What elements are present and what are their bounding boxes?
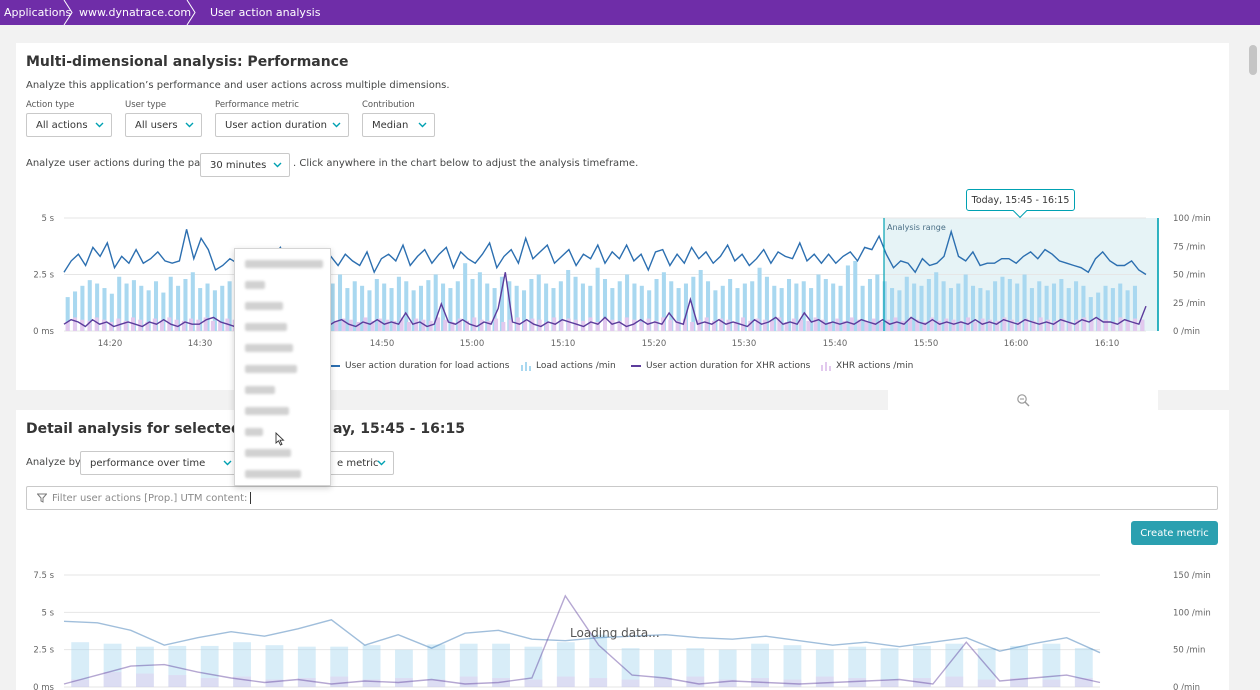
chevron-down-icon <box>95 122 104 128</box>
legend-xhr-actions[interactable]: XHR actions /min <box>821 361 913 371</box>
select-value: Median <box>372 119 409 131</box>
select-value: User action duration <box>225 119 328 131</box>
bar-legend-icon <box>521 361 531 371</box>
create-metric-button[interactable]: Create metric <box>1131 521 1218 545</box>
dropdown-item[interactable] <box>245 428 263 436</box>
select-value: All users <box>135 119 178 131</box>
chevron-down-icon <box>273 162 282 168</box>
detail-title-end: ay, 15:45 - 16:15 <box>333 421 465 437</box>
contribution-label: Contribution <box>362 100 415 110</box>
dropdown-item[interactable] <box>245 407 289 415</box>
dropdown-item[interactable] <box>245 281 265 289</box>
action-type-label: Action type <box>26 100 75 110</box>
dropdown-item[interactable] <box>245 302 283 310</box>
scrollbar-track[interactable] <box>1245 25 1260 690</box>
select-value: 30 minutes <box>210 159 267 171</box>
zoom-tab <box>888 384 1158 410</box>
filter-icon <box>37 493 47 503</box>
line-legend-icon <box>631 365 641 367</box>
contribution-select[interactable]: Median <box>362 113 435 137</box>
dropdown-item[interactable] <box>245 449 291 457</box>
legend-label: User action duration for XHR actions <box>646 361 811 371</box>
chevron-down-icon <box>185 122 194 128</box>
breadcrumb-label: User action analysis <box>210 6 321 19</box>
dropdown-item[interactable] <box>245 365 297 373</box>
filter-user-actions-input[interactable]: Filter user actions [Prop.] UTM content: <box>26 486 1218 510</box>
user-type-label: User type <box>125 100 167 110</box>
select-value: performance over time <box>90 457 206 469</box>
bar-legend-icon <box>821 361 831 371</box>
filter-text: Filter user actions [Prop.] UTM content: <box>52 492 248 504</box>
chevron-right-icon <box>63 0 73 25</box>
zoom-out-icon[interactable] <box>1016 393 1030 407</box>
dropdown-item[interactable] <box>245 323 287 331</box>
performance-metric-select[interactable]: User action duration <box>215 113 349 137</box>
analysis-range-tooltip: Today, 15:45 - 16:15 <box>966 189 1075 211</box>
chevron-down-icon <box>223 460 232 466</box>
breadcrumb-item-applications[interactable]: Applications <box>0 0 73 25</box>
select-value: All actions <box>36 119 88 131</box>
dropdown-item[interactable] <box>245 470 301 478</box>
scrollbar-thumb[interactable] <box>1249 45 1257 75</box>
page-title: Multi-dimensional analysis: Performance <box>26 54 349 70</box>
breadcrumb-item-site[interactable]: www.dynatrace.com <box>73 0 196 25</box>
legend-label: User action duration for load actions <box>345 361 510 371</box>
breadcrumb-label: Applications <box>4 6 72 19</box>
legend-label: Load actions /min <box>536 361 616 371</box>
breadcrumb: Applications www.dynatrace.com User acti… <box>0 0 1260 25</box>
dropdown-item[interactable] <box>245 344 293 352</box>
user-type-select[interactable]: All users <box>125 113 202 137</box>
chevron-right-icon <box>186 0 196 25</box>
legend-load-actions[interactable]: Load actions /min <box>521 361 616 371</box>
timeframe-prefix: Analyze user actions during the past <box>26 158 210 169</box>
detail-title-start: Detail analysis for selected ti <box>26 421 258 437</box>
legend-label: XHR actions /min <box>836 361 914 371</box>
timeframe-suffix: . Click anywhere in the chart below to a… <box>293 158 639 169</box>
legend-load-duration[interactable]: User action duration for load actions <box>330 361 509 371</box>
text-cursor <box>250 492 252 504</box>
loading-indicator: Loading data... <box>570 626 660 640</box>
breadcrumb-label: www.dynatrace.com <box>79 6 192 19</box>
line-legend-icon <box>330 365 340 367</box>
chevron-down-icon <box>332 122 341 128</box>
chevron-down-icon <box>418 122 427 128</box>
dropdown-menu[interactable] <box>234 248 331 486</box>
performance-metric-label: Performance metric <box>215 100 299 110</box>
dropdown-item[interactable] <box>245 386 275 394</box>
breadcrumb-item-current: User action analysis <box>196 0 334 25</box>
chevron-down-icon <box>377 460 386 466</box>
action-type-select[interactable]: All actions <box>26 113 112 137</box>
analyze-by-label: Analyze by <box>26 457 81 468</box>
performance-panel <box>16 43 1229 390</box>
dropdown-item[interactable] <box>245 260 323 268</box>
legend-xhr-duration[interactable]: User action duration for XHR actions <box>631 361 810 371</box>
mouse-pointer-icon <box>275 432 285 446</box>
page-description: Analyze this application’s performance a… <box>26 80 450 91</box>
analyze-by-select[interactable]: performance over time <box>80 451 240 475</box>
select-value: e metric <box>337 457 379 469</box>
timeframe-select[interactable]: 30 minutes <box>200 153 290 177</box>
